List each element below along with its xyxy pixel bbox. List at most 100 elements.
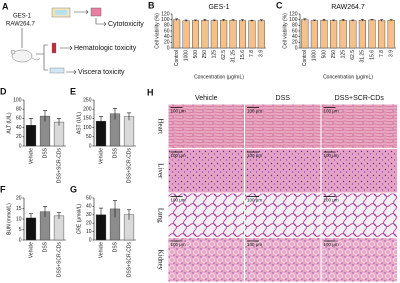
bar: [301, 19, 309, 49]
bar: [368, 19, 376, 49]
error-bar: [56, 212, 62, 219]
arrow: [60, 45, 73, 51]
error-bar: [126, 209, 132, 220]
error-bar: [98, 116, 104, 126]
scale-bar-label: 100 μm: [171, 242, 186, 247]
mouse-icon: [11, 49, 33, 63]
scale-bar-label: 100 μm: [171, 198, 186, 203]
y-tick-label: 80: [164, 23, 170, 29]
error-bar: [380, 19, 384, 22]
error-bar: [98, 207, 104, 222]
y-tick-label: 0: [89, 143, 92, 149]
mouse-tail: [31, 57, 41, 61]
y-tick-label: 20: [16, 134, 22, 140]
x-tick-label: 1000: [312, 50, 318, 61]
scale-bar-label: 100 μm: [171, 109, 186, 114]
error-bar: [241, 19, 244, 22]
error-bar: [194, 19, 197, 22]
error-bar: [259, 19, 263, 22]
bar: [220, 20, 228, 49]
y-axis-label: AST (U/L): [76, 112, 82, 134]
chart: D ALT (U/L) 0 20 40 60 80 100 Vehicle DSS DSS+SCR-…: [0, 86, 66, 183]
bar: [182, 20, 190, 49]
x-tick-label: DSS+SCR-CDs: [126, 242, 132, 278]
y-tick-label: 100: [13, 97, 22, 103]
error-bar: [112, 107, 118, 120]
column-header: Vehicle: [195, 95, 218, 102]
error-bar: [112, 200, 118, 218]
row-label: Kidney: [156, 249, 164, 270]
y-tick-label: 0: [89, 237, 92, 243]
y-tick-label: 10: [86, 229, 92, 235]
row-label: Lung: [156, 208, 164, 223]
y-tick-label: 120: [161, 11, 170, 17]
bar: [257, 20, 265, 49]
panel-label: C: [276, 0, 283, 10]
x-tick-label: 3.9: [259, 50, 265, 57]
x-tick-label: 31.25: [230, 50, 236, 63]
histology-image: [168, 104, 244, 148]
x-tick-label: 62.5: [350, 50, 356, 60]
x-tick-label: Vehicle: [28, 242, 34, 258]
x-tick-label: Control: [174, 50, 180, 66]
panel-label: B: [148, 0, 155, 10]
x-tick-label: DSS: [42, 241, 48, 252]
error-bar: [360, 19, 364, 22]
y-tick-label: 60: [292, 28, 298, 34]
x-axis-label: Concentration (μg/mL): [323, 74, 373, 80]
histology-image: [245, 193, 321, 237]
y-tick-label: 150: [83, 116, 92, 122]
error-bar: [389, 19, 393, 21]
bar: [378, 20, 386, 49]
x-tick-label: 15.6: [369, 50, 375, 60]
x-tick-label: Vehicle: [98, 148, 104, 164]
row-label: Liver: [156, 163, 164, 179]
error-bar: [56, 118, 62, 126]
chart: G CRE (μmol/L) 0 10 20 30 40 50 Vehicle DSS DSS+SC…: [70, 184, 136, 277]
y-tick-label: 40: [16, 125, 22, 131]
x-axis-label: Concentration (μg/mL): [194, 74, 244, 80]
histology-image: [168, 238, 244, 282]
bar: [210, 20, 218, 49]
y-tick-label: 80: [292, 23, 298, 29]
chart: E AST (U/L) 0 50 100 150 200 250 Vehicle DSS DSS+S…: [70, 86, 136, 183]
histology-image: [321, 149, 397, 193]
error-bar: [222, 19, 226, 22]
y-axis-label: ALT (U/L): [6, 112, 12, 134]
histology-image: [168, 193, 244, 237]
panel-h: H Vehicle DSS DSS+SCR-CDs Heart 100 μm 100 μm…: [147, 87, 397, 282]
chart: F BUN (mmol/L) 0 5 10 15 20 Vehicle DSS DSS+SCR-C…: [0, 184, 66, 277]
bar: [339, 20, 347, 49]
error-bar: [28, 213, 34, 223]
x-tick-label: 7.8: [249, 50, 255, 57]
scale-bar-label: 100 μm: [247, 198, 262, 203]
scale-bar-label: 100 μm: [324, 109, 339, 114]
x-tick-label: 1000: [183, 50, 189, 61]
panel-label: F: [0, 184, 6, 194]
cell-line: GES-1: [13, 14, 32, 20]
histology-image: [245, 104, 321, 148]
y-tick-label: 120: [289, 11, 298, 17]
histology-image: [321, 104, 397, 148]
outcome: Hematologic toxicity: [74, 45, 137, 52]
x-tick-label: DSS+SCR-CDs: [56, 242, 62, 278]
x-tick-label: 250: [202, 50, 208, 59]
bar: [229, 20, 237, 49]
bar: [239, 20, 246, 49]
y-tick-label: 10: [16, 216, 22, 222]
y-axis-label: CRE (μmol/L): [76, 203, 82, 234]
column-header: DSS+SCR-CDs: [335, 95, 385, 102]
error-bar: [42, 110, 48, 122]
bar: [123, 116, 135, 147]
histology-image: [168, 149, 244, 193]
column-header: DSS: [276, 95, 291, 102]
x-tick-label: Control: [302, 50, 308, 66]
panel-label: E: [70, 86, 76, 96]
mouse-ear: [10, 49, 16, 55]
bar: [192, 20, 199, 49]
x-tick-label: DSS: [112, 147, 118, 158]
x-tick-label: 62.5: [221, 50, 227, 60]
x-tick-label: 500: [193, 50, 199, 59]
chart-title: GES-1: [208, 4, 229, 11]
